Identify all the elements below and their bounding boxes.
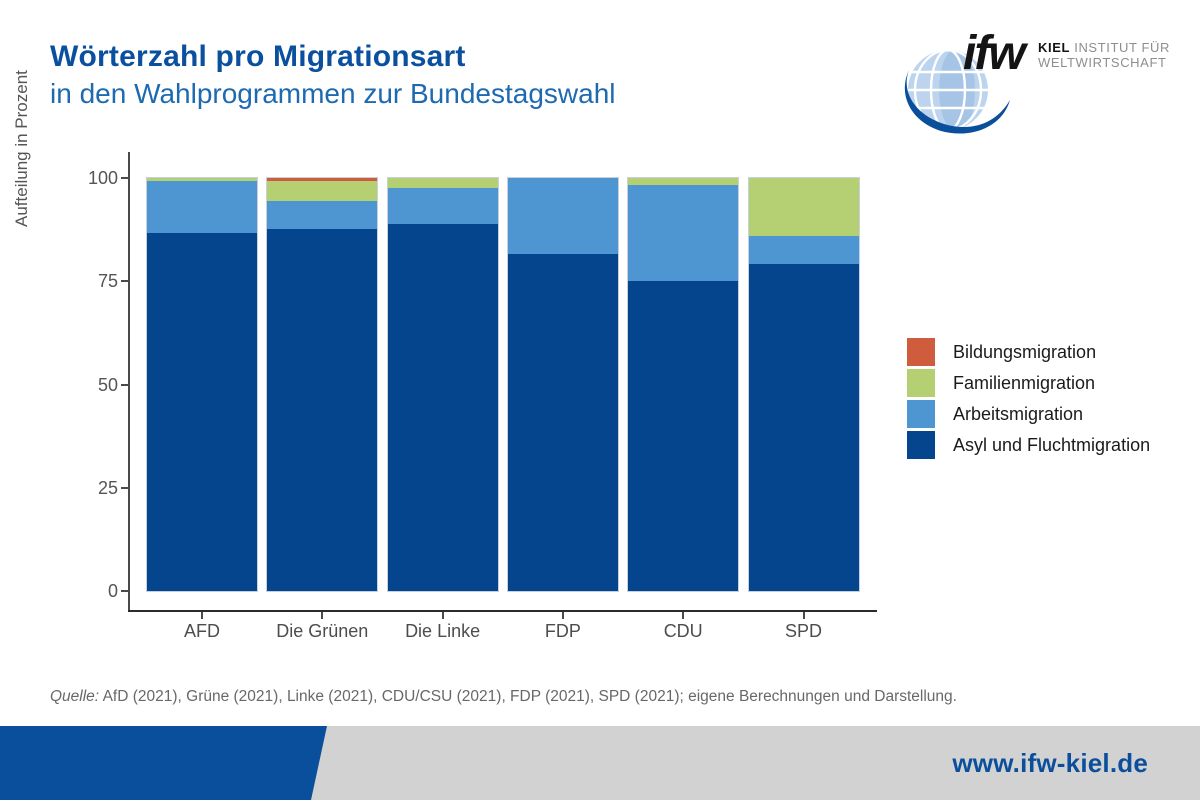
bar-segment xyxy=(147,178,257,181)
x-tick-mark xyxy=(682,612,685,619)
legend-item: Familienmigration xyxy=(907,369,1095,397)
bar-segment xyxy=(267,229,378,591)
bar-segment xyxy=(507,178,618,254)
page-subtitle: in den Wahlprogrammen zur Bundestagswahl xyxy=(50,78,616,109)
x-tick-mark xyxy=(561,612,564,619)
footer-accent-shape xyxy=(0,726,327,800)
legend-swatch xyxy=(907,369,935,397)
bar-SPD xyxy=(747,177,860,592)
y-tick-mark xyxy=(121,383,128,386)
category-label: AFD xyxy=(184,621,220,641)
y-tick-label: 0 xyxy=(107,581,118,601)
y-tick-label: 100 xyxy=(87,168,118,188)
category-label: CDU xyxy=(663,621,703,641)
legend-swatch xyxy=(907,431,935,459)
logo-ifw-text: ifw xyxy=(963,27,1026,80)
legend-swatch xyxy=(907,338,935,366)
y-tick-label: 25 xyxy=(97,477,118,498)
y-tick-label: 75 xyxy=(97,271,118,292)
bar-Die Grünen xyxy=(266,177,379,592)
y-tick-mark xyxy=(121,177,128,179)
x-axis-line xyxy=(128,610,877,612)
bar-segment xyxy=(267,180,378,202)
y-tick-mark xyxy=(121,486,128,489)
legend-item: Bildungsmigration xyxy=(907,338,1096,366)
bar-segment xyxy=(748,263,859,591)
category-label: Die Linke xyxy=(405,621,481,641)
y-tick-mark xyxy=(121,590,128,592)
logo-institute-text: KIEL INSTITUT FÜR WELTWIRTSCHAFT xyxy=(1038,40,1171,70)
bar-segment xyxy=(748,178,859,237)
bar-segment xyxy=(267,201,378,230)
legend-item: Arbeitsmigration xyxy=(907,400,1083,428)
source-label: Quelle: xyxy=(50,688,100,705)
legend-item: Asyl und Fluchtmigration xyxy=(907,431,1150,459)
ifw-kiel-logo: ifw KIEL INSTITUT FÜR WELTWIRTSCHAFT xyxy=(893,27,1169,140)
legend-label: Arbeitsmigration xyxy=(953,403,1084,424)
category-label: Die Grünen xyxy=(276,621,369,641)
category-label: FDP xyxy=(544,621,581,641)
x-tick-mark xyxy=(201,612,203,619)
bar-segment xyxy=(387,187,498,225)
legend-label: Bildungsmigration xyxy=(953,341,1097,362)
bar-segment xyxy=(147,233,257,591)
footer-band: www.ifw-kiel.de xyxy=(0,726,1200,800)
bar-segment xyxy=(387,224,498,591)
footer-website-link[interactable]: www.ifw-kiel.de xyxy=(952,747,1148,778)
bar-segment xyxy=(628,185,739,281)
bar-Die Linke xyxy=(386,177,499,592)
y-axis-line xyxy=(128,152,130,611)
bar-segment xyxy=(628,178,739,186)
source-text: AfD (2021), Grüne (2021), Linke (2021), … xyxy=(99,688,957,705)
bar-segment xyxy=(628,280,739,591)
legend-label: Asyl und Fluchtmigration xyxy=(953,434,1151,455)
bar-segment xyxy=(267,178,378,181)
logo-kiel-text: KIEL xyxy=(1038,40,1071,55)
bar-segment xyxy=(507,253,618,591)
bar-segment xyxy=(387,178,498,188)
x-tick-mark xyxy=(802,612,805,619)
x-tick-mark xyxy=(441,612,444,619)
legend-label: Familienmigration xyxy=(953,372,1096,393)
bar-FDP xyxy=(506,177,619,592)
bar-segment xyxy=(147,180,257,234)
bar-AFD xyxy=(146,177,258,592)
legend-swatch xyxy=(907,400,935,428)
source-note: Quelle: AfD (2021), Grüne (2021), Linke … xyxy=(50,688,957,706)
x-tick-mark xyxy=(321,612,324,619)
page-title: Wörterzahl pro Migrationsart xyxy=(50,40,466,73)
y-tick-mark xyxy=(121,280,128,283)
globe-icon xyxy=(904,50,1010,134)
bar-segment xyxy=(748,236,859,264)
bar-CDU xyxy=(627,177,740,592)
y-tick-label: 50 xyxy=(97,374,118,395)
category-label: SPD xyxy=(784,621,822,641)
